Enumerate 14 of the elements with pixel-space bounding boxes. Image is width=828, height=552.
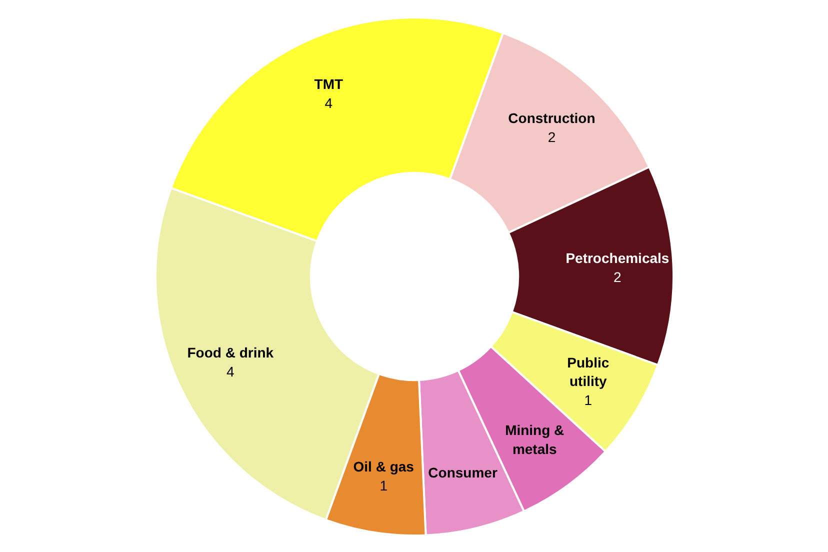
slice-label: Mining & metals [505,422,564,457]
slice-label: Construction [508,110,596,126]
slice-label: Food & drink [187,344,274,360]
data-label: 2 [614,269,622,286]
data-label: 1 [380,478,388,494]
data-label: 4 [226,363,235,380]
slice-label: TMT [314,76,344,92]
data-label: 1 [584,392,592,408]
data-label: 4 [324,95,333,112]
data-label: 2 [548,129,556,146]
slice-label: Oil & gas [353,458,414,475]
slice-label: Consumer [428,464,498,481]
slice-label: Petrochemicals [566,250,670,266]
slice-label: Public utility [567,354,610,390]
